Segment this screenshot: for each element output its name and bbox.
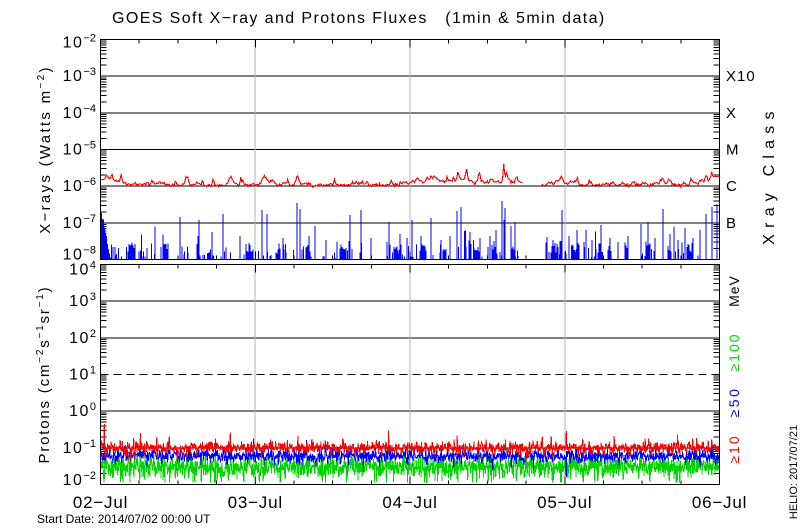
svg-text:≥10: ≥10 — [726, 434, 742, 463]
svg-text:X10: X10 — [726, 68, 756, 85]
svg-text:04−Jul: 04−Jul — [382, 493, 437, 512]
svg-text:X−rays (Watts m−2): X−rays (Watts m−2) — [36, 65, 54, 234]
svg-text:101: 101 — [69, 365, 96, 384]
svg-text:Start Date: 2014/07/02 00:00 U: Start Date: 2014/07/02 00:00 UT — [37, 512, 211, 526]
svg-text:≥100: ≥100 — [726, 332, 742, 371]
svg-text:M: M — [726, 142, 740, 159]
svg-text:100: 100 — [69, 401, 96, 420]
svg-text:≥50: ≥50 — [726, 387, 742, 418]
svg-text:GOES Soft X−ray and Protons Fl: GOES Soft X−ray and Protons Fluxes (1min… — [112, 10, 606, 27]
svg-text:X: X — [726, 105, 737, 122]
svg-text:03−Jul: 03−Jul — [228, 493, 283, 512]
svg-text:B: B — [726, 215, 737, 232]
svg-text:102: 102 — [69, 328, 96, 347]
svg-text:06−Jul: 06−Jul — [692, 493, 747, 512]
svg-text:MeV: MeV — [726, 275, 742, 307]
svg-text:HELIO: 2017/07/21: HELIO: 2017/07/21 — [788, 425, 800, 519]
svg-text:Xray Class: Xray Class — [761, 105, 778, 244]
svg-text:103: 103 — [69, 291, 96, 310]
svg-text:05−Jul: 05−Jul — [537, 493, 592, 512]
svg-text:Protons (cm−2s−1sr−1): Protons (cm−2s−1sr−1) — [35, 286, 53, 464]
svg-text:C: C — [726, 178, 738, 195]
svg-text:104: 104 — [69, 260, 96, 279]
svg-text:02−Jul: 02−Jul — [73, 493, 128, 512]
